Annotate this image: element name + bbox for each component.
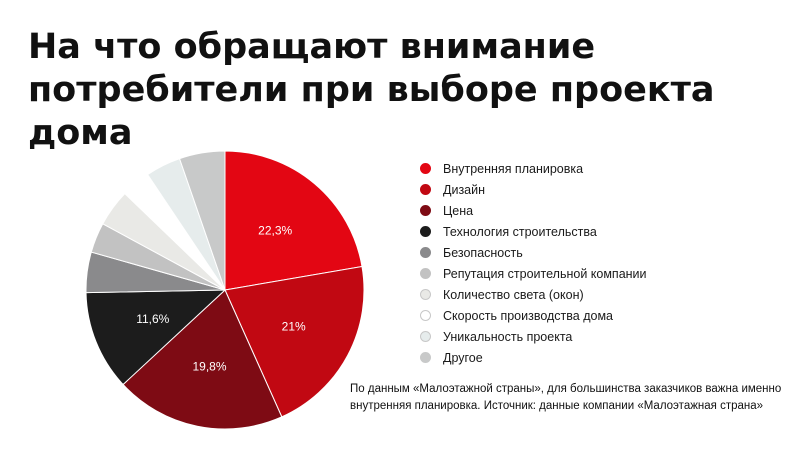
chart-title-line: На что обращают внимание	[28, 27, 596, 67]
legend-swatch	[420, 184, 431, 195]
chart-title: На что обращают внимание потребители при…	[28, 26, 748, 155]
legend-item: Дизайн	[420, 179, 647, 200]
legend-item: Технология строительства	[420, 221, 647, 242]
legend-swatch	[420, 352, 431, 363]
legend-label: Другое	[443, 350, 483, 365]
pie-slice	[122, 289, 283, 430]
legend-label: Внутренняя планировка	[443, 161, 584, 176]
legend-swatch	[420, 226, 431, 237]
legend-item: Уникальность проекта	[420, 326, 647, 347]
legend-swatch	[420, 331, 431, 342]
legend-label: Уникальность проекта	[443, 329, 573, 344]
slice-value-label: 19,8%	[192, 359, 226, 373]
chart-title-line: дома	[28, 113, 133, 153]
legend-swatch	[420, 247, 431, 258]
legend-item: Цена	[420, 200, 647, 221]
legend-item: Репутация строительной компании	[420, 263, 647, 284]
legend-swatch	[420, 310, 431, 321]
legend-label: Количество света (окон)	[443, 287, 584, 302]
legend-swatch	[420, 268, 431, 279]
legend-item: Безопасность	[420, 242, 647, 263]
pie-slice	[85, 289, 227, 386]
pie-slice	[224, 265, 365, 418]
legend-item: Количество света (окон)	[420, 284, 647, 305]
legend-item: Скорость производства дома	[420, 305, 647, 326]
legend-label: Скорость производства дома	[443, 308, 614, 323]
legend-label: Безопасность	[443, 245, 523, 260]
slice-value-label: 22,3%	[258, 224, 292, 238]
legend-swatch	[420, 163, 431, 174]
pie-slice	[224, 150, 363, 291]
legend-swatch	[420, 289, 431, 300]
chart-title-line: потребители при выборе проекта	[28, 70, 715, 110]
slice-value-label: 11,6%	[136, 312, 169, 326]
legend-label: Репутация строительной компании	[443, 266, 647, 281]
legend-label: Технология строительства	[443, 224, 597, 239]
source-note: По данным «Малоэтажной страны», для боль…	[350, 383, 782, 412]
legend-label: Дизайн	[443, 182, 486, 197]
slice-value-label: 21%	[282, 320, 306, 334]
legend-item: Внутренняя планировка	[420, 158, 647, 179]
legend-item: Другое	[420, 347, 647, 368]
legend-swatch	[420, 205, 431, 216]
pie-slice	[178, 150, 226, 291]
chart-legend: Внутренняя планировка Дизайн Цена Технологи…	[420, 158, 647, 368]
legend-label: Цена	[443, 203, 474, 218]
